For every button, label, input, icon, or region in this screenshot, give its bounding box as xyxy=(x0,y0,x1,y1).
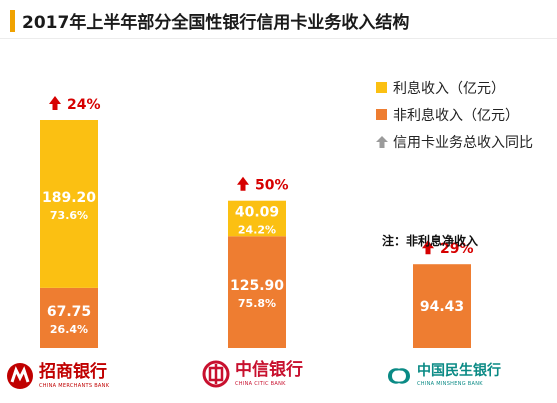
logo-citic-name: 中信银行 xyxy=(235,360,303,380)
growth-label-0: 24% xyxy=(67,97,101,113)
share-label-non-interest-0: 26.4% xyxy=(50,323,88,336)
share-label-interest-1: 24.2% xyxy=(238,223,276,236)
bar-interest-1 xyxy=(228,200,286,237)
note-non-interest-net: 注：非利息净收入 xyxy=(382,234,479,248)
logo-minsheng-en: CHINA MINSHENG BANK xyxy=(417,381,483,387)
value-label-interest-1: 40.09 xyxy=(235,204,279,220)
legend-item-growth: 信用卡业务总收入同比 xyxy=(376,128,533,155)
growth-label-2: 29% xyxy=(440,241,474,257)
legend-item-interest: 利息收入（亿元） xyxy=(376,74,533,101)
title-divider xyxy=(0,38,557,39)
chart-title: 2017年上半年部分全国性银行信用卡业务收入结构 xyxy=(22,13,410,33)
logo-citic-en: CHINA CITIC BANK xyxy=(235,381,286,387)
value-label-non-interest-0: 67.75 xyxy=(47,304,91,320)
bar-interest-0 xyxy=(40,120,98,288)
legend-label-growth: 信用卡业务总收入同比 xyxy=(393,134,533,151)
legend-swatch-non-interest xyxy=(376,109,387,120)
up-arrow-icon-1 xyxy=(237,176,249,191)
up-arrow-icon-2 xyxy=(422,240,434,255)
logo-cmb: 招商银行 CHINA MERCHANTS BANK xyxy=(6,362,109,390)
citic-logo-icon xyxy=(202,360,230,388)
bar-non-interest-2 xyxy=(413,264,471,348)
logo-citic: 中信银行 CHINA CITIC BANK xyxy=(202,360,303,388)
legend-label-non-interest: 非利息收入（亿元） xyxy=(393,107,519,124)
logo-cmb-name: 招商银行 xyxy=(39,362,107,382)
title-accent-bar xyxy=(10,10,15,32)
logo-cmb-en: CHINA MERCHANTS BANK xyxy=(39,383,110,389)
share-label-non-interest-1: 75.8% xyxy=(238,297,276,310)
logo-minsheng: 中国民生银行 CHINA MINSHENG BANK xyxy=(386,364,501,387)
bar-non-interest-1 xyxy=(228,236,286,348)
legend-item-non-interest: 非利息收入（亿元） xyxy=(376,101,533,128)
bar-non-interest-0 xyxy=(40,287,98,348)
value-label-non-interest-2: 94.43 xyxy=(420,299,464,315)
logo-minsheng-name: 中国民生银行 xyxy=(417,363,501,379)
up-arrow-icon-0 xyxy=(49,96,61,110)
growth-label-1: 50% xyxy=(255,178,289,194)
chart-legend: 利息收入（亿元） 非利息收入（亿元） 信用卡业务总收入同比 xyxy=(376,74,533,155)
cmb-logo-icon xyxy=(6,362,34,390)
legend-swatch-interest xyxy=(376,82,387,93)
share-label-interest-0: 73.6% xyxy=(50,209,88,222)
up-arrow-icon xyxy=(376,135,388,148)
value-label-non-interest-1: 125.90 xyxy=(230,278,284,294)
legend-label-interest: 利息收入（亿元） xyxy=(393,80,505,97)
minsheng-logo-icon xyxy=(386,365,412,387)
value-label-interest-0: 189.20 xyxy=(42,190,96,206)
